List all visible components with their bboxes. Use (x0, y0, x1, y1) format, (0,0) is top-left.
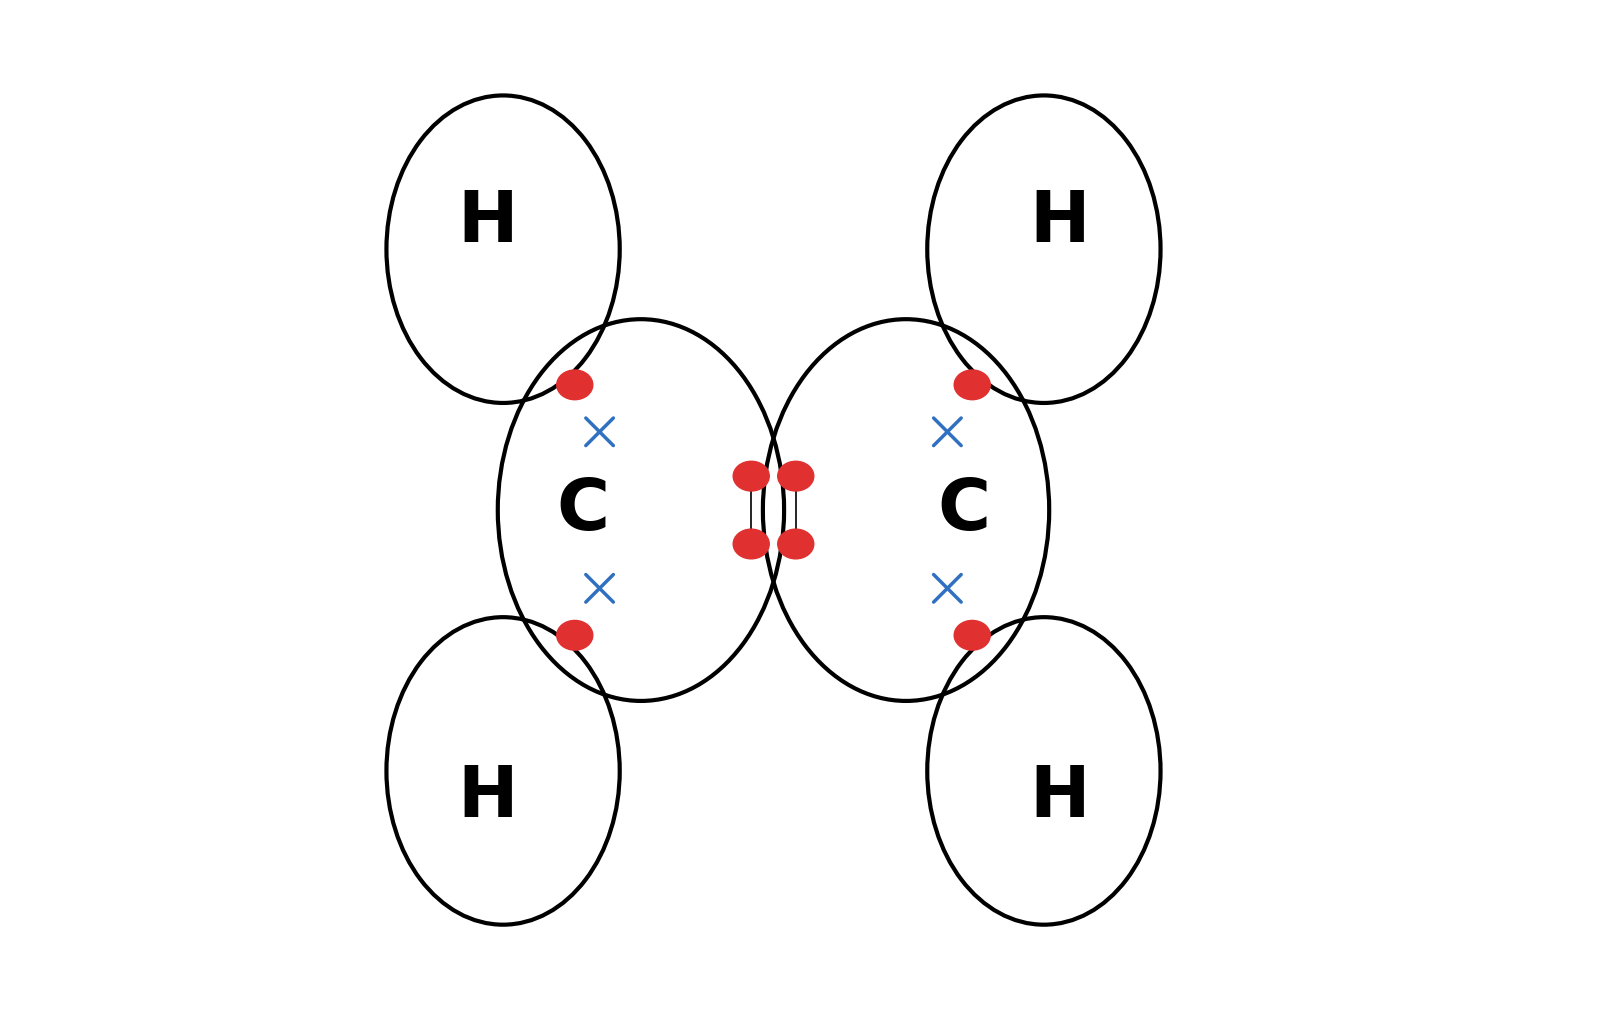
Ellipse shape (733, 529, 770, 559)
Ellipse shape (557, 620, 592, 651)
Text: H: H (458, 188, 517, 258)
Text: H: H (1029, 188, 1090, 258)
Ellipse shape (778, 461, 814, 491)
Ellipse shape (733, 461, 770, 491)
Ellipse shape (954, 370, 990, 400)
Ellipse shape (778, 529, 814, 559)
Text: C: C (938, 475, 990, 545)
Ellipse shape (557, 370, 592, 400)
Text: H: H (1029, 762, 1090, 832)
Text: H: H (458, 762, 517, 832)
Ellipse shape (954, 620, 990, 651)
Text: C: C (557, 475, 610, 545)
